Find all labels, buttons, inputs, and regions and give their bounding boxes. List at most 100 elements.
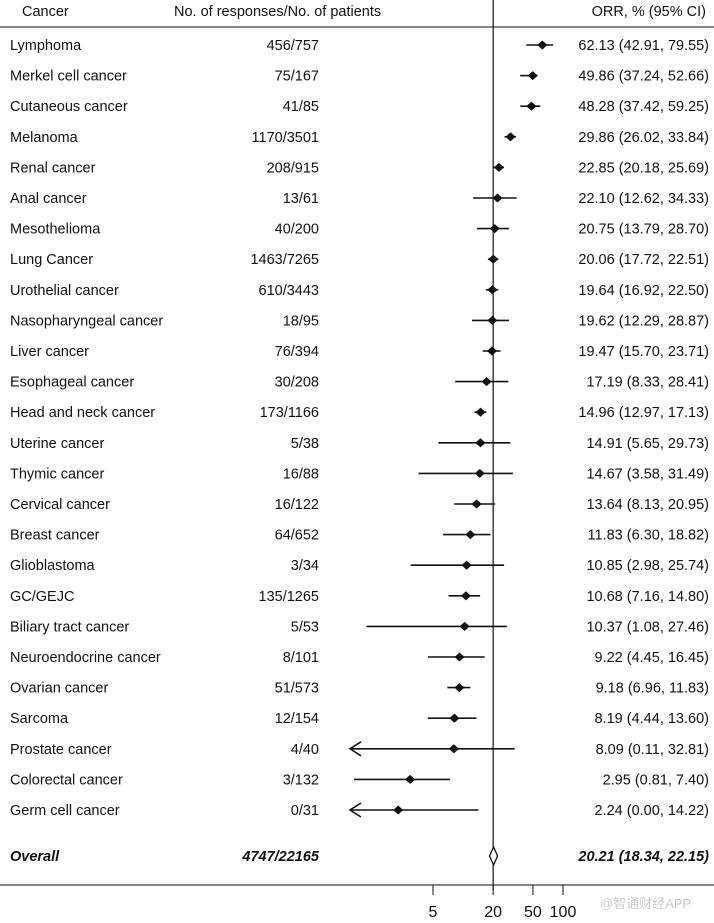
row-responses: 18/95: [283, 313, 319, 329]
row-cancer-label: Lymphoma: [10, 38, 82, 54]
row-orr: 19.62 (12.29, 28.87): [578, 313, 709, 329]
header-orr: ORR, % (95% CI): [592, 4, 706, 20]
row-orr: 49.86 (37.24, 52.66): [578, 69, 709, 85]
point-estimate: [405, 774, 416, 784]
row-orr: 48.28 (37.42, 59.25): [578, 99, 709, 115]
row-responses: 30/208: [275, 375, 319, 391]
point-estimate: [492, 193, 503, 203]
forest-row: Germ cell cancer 0/31 2.24 (0.00, 14.22): [10, 802, 709, 819]
overall-label: Overall: [10, 849, 60, 865]
row-responses: 16/88: [283, 466, 319, 482]
row-cancer-label: Ovarian cancer: [10, 681, 108, 697]
point-estimate: [527, 71, 538, 81]
point-estimate: [475, 407, 486, 417]
point-estimate: [526, 101, 537, 111]
row-responses: 5/53: [291, 619, 319, 635]
row-responses: 3/34: [291, 558, 319, 574]
header-responses: No. of responses/No. of patients: [174, 4, 381, 20]
row-responses: 3/132: [283, 772, 319, 788]
row-responses: 135/1265: [259, 589, 319, 605]
x-axis-ticks: 5 20 50 100: [429, 885, 577, 921]
row-cancer-label: Cervical cancer: [10, 497, 110, 513]
point-estimate: [487, 315, 498, 325]
row-orr: 14.91 (5.65, 29.73): [586, 436, 709, 452]
row-orr: 29.86 (26.02, 33.84): [578, 130, 709, 146]
forest-row: Sarcoma 12/154 8.19 (4.44, 13.60): [10, 711, 709, 727]
point-estimate: [454, 652, 465, 662]
row-cancer-label: Anal cancer: [10, 191, 87, 207]
row-orr: 20.75 (13.79, 28.70): [578, 222, 709, 238]
row-cancer-label: Melanoma: [10, 130, 79, 146]
forest-row: Ovarian cancer 51/573 9.18 (6.96, 11.83): [10, 681, 709, 697]
forest-row: Melanoma 1170/3501 29.86 (26.02, 33.84): [10, 130, 709, 146]
row-responses: 16/122: [275, 497, 319, 513]
point-estimate: [454, 683, 465, 693]
forest-row: Cervical cancer 16/122 13.64 (8.13, 20.95): [10, 497, 709, 513]
x-tick-label: 50: [524, 904, 542, 921]
ci-arrow: [348, 741, 362, 757]
row-orr: 8.09 (0.11, 32.81): [596, 742, 709, 758]
row-orr: 11.83 (6.30, 18.82): [588, 528, 709, 544]
forest-row: Head and neck cancer 173/1166 14.96 (12.97…: [10, 405, 709, 421]
row-orr: 10.68 (7.16, 14.80): [586, 589, 709, 605]
row-cancer-label: Uterine cancer: [10, 436, 104, 452]
row-cancer-label: Esophageal cancer: [10, 375, 134, 391]
row-cancer-label: Glioblastoma: [10, 558, 96, 574]
row-responses: 173/1166: [260, 405, 319, 421]
point-estimate: [487, 285, 498, 295]
overall-responses: 4747/22165: [241, 849, 320, 865]
row-responses: 12/154: [275, 711, 319, 727]
forest-row: Nasopharyngeal cancer 18/95 19.62 (12.29, …: [10, 313, 709, 329]
forest-row: Merkel cell cancer 75/167 49.86 (37.24, 52…: [10, 69, 709, 85]
row-orr: 20.06 (17.72, 22.51): [578, 252, 709, 268]
point-estimate: [461, 560, 472, 570]
row-cancer-label: Biliary tract cancer: [10, 619, 129, 635]
forest-row: Colorectal cancer 3/132 2.95 (0.81, 7.40): [10, 772, 709, 788]
row-responses: 13/61: [283, 191, 319, 207]
row-responses: 4/40: [291, 742, 319, 758]
x-tick-label: 100: [550, 904, 577, 921]
point-estimate: [449, 713, 460, 723]
row-responses: 1170/3501: [252, 130, 319, 146]
row-cancer-label: Nasopharyngeal cancer: [10, 313, 163, 329]
row-cancer-label: Breast cancer: [10, 528, 100, 544]
row-cancer-label: Merkel cell cancer: [10, 69, 127, 85]
row-orr: 14.96 (12.97, 17.13): [578, 405, 709, 421]
row-responses: 76/394: [275, 344, 319, 360]
watermark: @智通财经APP: [600, 896, 691, 911]
row-orr: 2.95 (0.81, 7.40): [603, 772, 709, 788]
row-cancer-label: Renal cancer: [10, 160, 96, 176]
forest-row: Breast cancer 64/652 11.83 (6.30, 18.82): [10, 528, 709, 544]
rows: Lymphoma 456/757 62.13 (42.91, 79.55) Merke…: [10, 38, 709, 819]
row-orr: 10.85 (2.98, 25.74): [586, 558, 709, 574]
row-cancer-label: Neuroendocrine cancer: [10, 650, 161, 666]
row-responses: 51/573: [275, 681, 319, 697]
row-responses: 610/3443: [259, 283, 319, 299]
point-estimate: [465, 530, 476, 540]
row-responses: 40/200: [275, 222, 319, 238]
row-responses: 456/757: [267, 38, 319, 54]
row-cancer-label: Mesothelioma: [10, 222, 101, 238]
row-orr: 2.24 (0.00, 14.22): [595, 803, 709, 819]
row-orr: 9.18 (6.96, 11.83): [596, 681, 709, 697]
row-responses: 1463/7265: [250, 252, 319, 268]
point-estimate: [474, 468, 485, 478]
row-orr: 14.67 (3.58, 31.49): [586, 466, 709, 482]
overall-row: Overall 4747/22165 20.21 (18.34, 22.15): [10, 845, 709, 867]
row-cancer-label: Colorectal cancer: [10, 772, 123, 788]
point-estimate: [486, 346, 498, 356]
row-responses: 208/915: [267, 160, 319, 176]
row-cancer-label: Head and neck cancer: [10, 405, 155, 421]
header-cancer: Cancer: [22, 4, 69, 20]
row-orr: 8.19 (4.44, 13.60): [595, 711, 709, 727]
row-cancer-label: Sarcoma: [10, 711, 69, 727]
point-estimate: [537, 40, 548, 50]
forest-row: Urothelial cancer 610/3443 19.64 (16.92, 2…: [10, 283, 709, 299]
forest-row: GC/GEJC 135/1265 10.68 (7.16, 14.80): [10, 589, 709, 605]
row-cancer-label: Germ cell cancer: [10, 803, 120, 819]
forest-row: Uterine cancer 5/38 14.91 (5.65, 29.73): [10, 436, 709, 452]
forest-row: Glioblastoma 3/34 10.85 (2.98, 25.74): [10, 558, 709, 574]
row-cancer-label: Urothelial cancer: [10, 283, 119, 299]
row-responses: 75/167: [275, 69, 319, 85]
row-orr: 10.37 (1.08, 27.46): [586, 619, 709, 635]
